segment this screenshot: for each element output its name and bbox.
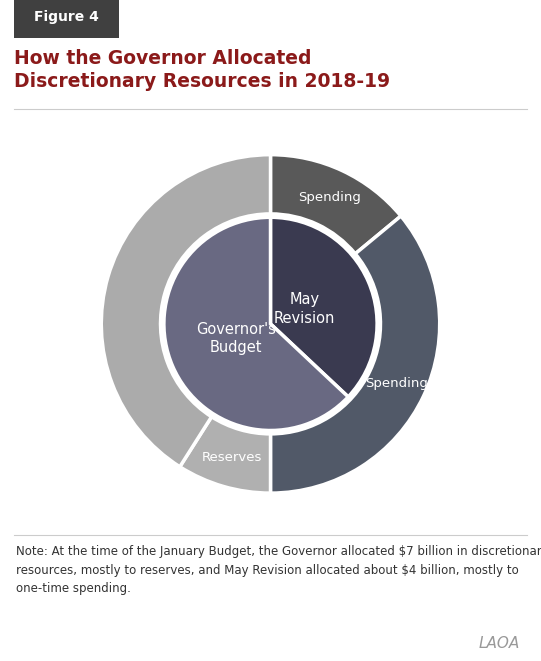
Text: How the Governor Allocated
Discretionary Resources in 2018-19: How the Governor Allocated Discretionary… <box>14 49 390 91</box>
Text: LAOA: LAOA <box>478 636 519 651</box>
Wedge shape <box>270 155 401 254</box>
Text: Note: At the time of the January Budget, the Governor allocated $7 billion in di: Note: At the time of the January Budget,… <box>16 545 541 596</box>
Bar <box>14 0 119 38</box>
Wedge shape <box>270 217 377 397</box>
Text: May
Revision: May Revision <box>274 292 335 326</box>
Text: Figure 4: Figure 4 <box>34 11 98 24</box>
Wedge shape <box>270 216 440 493</box>
Text: Spending: Spending <box>299 191 361 204</box>
Text: Spending: Spending <box>365 377 428 390</box>
Wedge shape <box>164 217 348 430</box>
Text: Reserves: Reserves <box>201 451 262 465</box>
Text: Governor's
Budget: Governor's Budget <box>196 322 276 356</box>
Wedge shape <box>101 155 270 467</box>
Wedge shape <box>180 416 270 493</box>
